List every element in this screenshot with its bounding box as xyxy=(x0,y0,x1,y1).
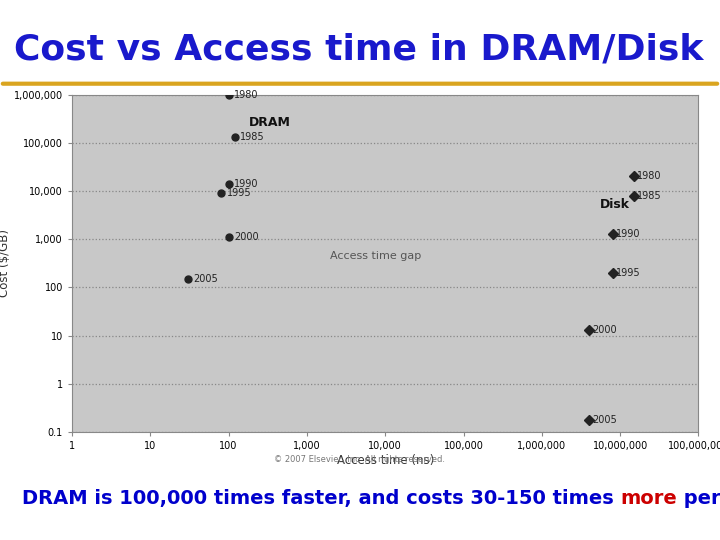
Text: 2000: 2000 xyxy=(234,232,259,242)
Text: Disk: Disk xyxy=(600,198,630,211)
Text: 1980: 1980 xyxy=(234,90,258,99)
Text: Cost vs Access time in DRAM/Disk: Cost vs Access time in DRAM/Disk xyxy=(14,32,703,66)
Text: 1995: 1995 xyxy=(616,268,640,278)
Text: 2005: 2005 xyxy=(592,415,617,424)
Text: 2005: 2005 xyxy=(193,274,218,284)
Text: 1990: 1990 xyxy=(616,228,640,239)
Text: 1985: 1985 xyxy=(637,191,662,200)
Text: © 2007 Elsevier, Inc  All rights reserved.: © 2007 Elsevier, Inc All rights reserved… xyxy=(274,455,446,464)
X-axis label: Access time (ns): Access time (ns) xyxy=(336,454,434,467)
Text: DRAM: DRAM xyxy=(248,116,290,129)
Y-axis label: Cost ($/GB): Cost ($/GB) xyxy=(0,230,11,297)
Text: 2000: 2000 xyxy=(592,325,617,335)
Text: 1985: 1985 xyxy=(240,132,265,142)
Text: more: more xyxy=(620,489,677,508)
Text: Access time gap: Access time gap xyxy=(330,252,422,261)
Text: 1990: 1990 xyxy=(234,179,258,189)
Text: DRAM is 100,000 times faster, and costs 30-150 times: DRAM is 100,000 times faster, and costs … xyxy=(22,489,620,508)
Text: per gigabyte.: per gigabyte. xyxy=(677,489,720,508)
Text: 1980: 1980 xyxy=(637,171,662,181)
Text: 1995: 1995 xyxy=(227,188,251,198)
